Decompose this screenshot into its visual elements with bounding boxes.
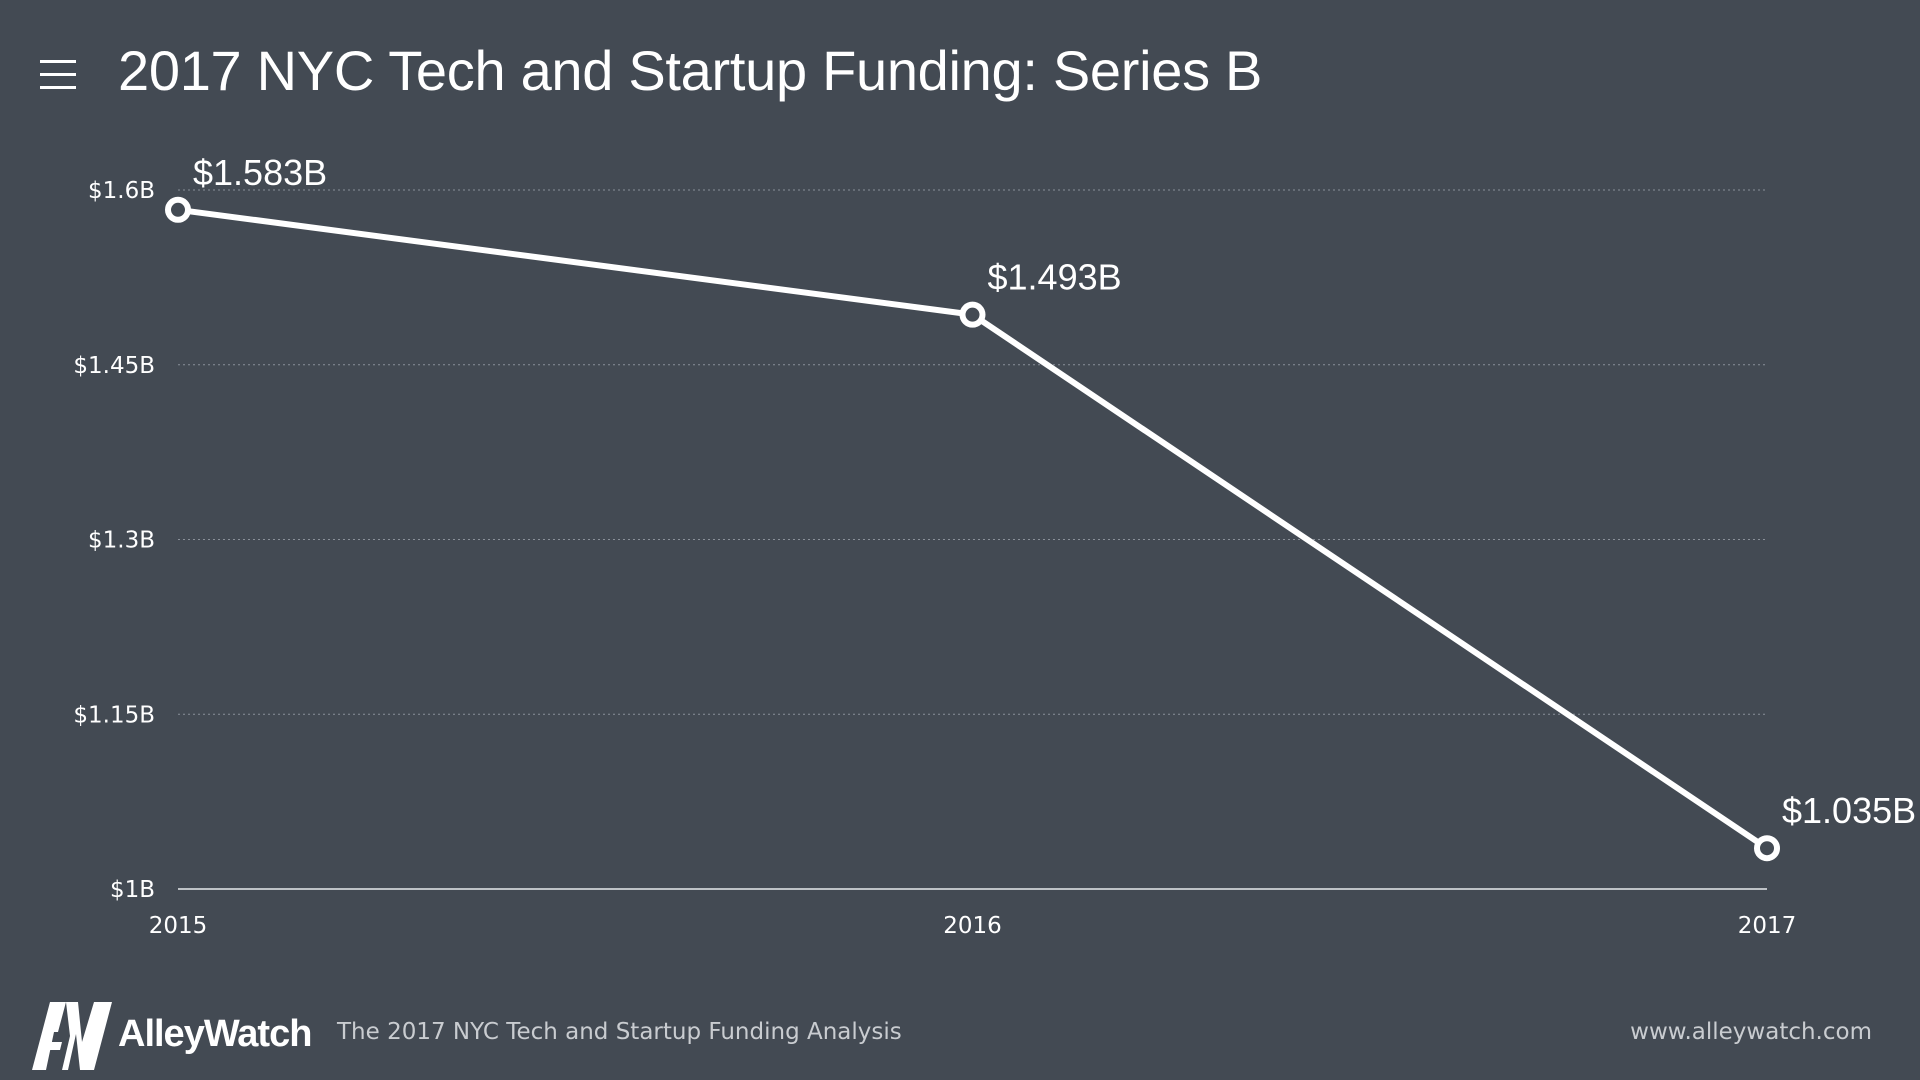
- data-label: $1.035B: [1782, 790, 1916, 831]
- y-tick-label: $1.3B: [88, 528, 155, 554]
- data-label: $1.493B: [988, 257, 1122, 298]
- footer-url[interactable]: www.alleywatch.com: [1630, 1019, 1872, 1045]
- axes: $1B $1.15B $1.3B $1.45B $1.6B 2015 2016 2017: [73, 178, 1796, 939]
- alleywatch-logo[interactable]: AlleyWatch: [32, 998, 312, 1070]
- y-tick-label: $1B: [110, 877, 155, 903]
- x-tick-label: 2016: [943, 913, 1002, 939]
- alleywatch-logo-mark-icon: [32, 1002, 112, 1070]
- labels-layer: $1.583B $1.493B $1.035B: [193, 152, 1916, 831]
- y-tick-label: $1.15B: [73, 702, 155, 728]
- hamburger-menu-icon[interactable]: [40, 58, 78, 92]
- data-point[interactable]: [1754, 835, 1780, 862]
- x-tick-label: 2015: [149, 913, 208, 939]
- series-layer: [165, 196, 1780, 862]
- footer-caption: The 2017 NYC Tech and Startup Funding An…: [337, 1019, 902, 1045]
- brand-name: AlleyWatch: [118, 1012, 312, 1055]
- data-point[interactable]: [165, 196, 191, 223]
- x-tick-label: 2017: [1738, 913, 1797, 939]
- data-point[interactable]: [959, 301, 986, 328]
- data-label: $1.583B: [193, 152, 327, 193]
- y-tick-label: $1.6B: [88, 178, 155, 204]
- y-tick-label: $1.45B: [73, 353, 155, 379]
- grid-lines: [178, 189, 1767, 715]
- page-title: 2017 NYC Tech and Startup Funding: Serie…: [118, 39, 1263, 102]
